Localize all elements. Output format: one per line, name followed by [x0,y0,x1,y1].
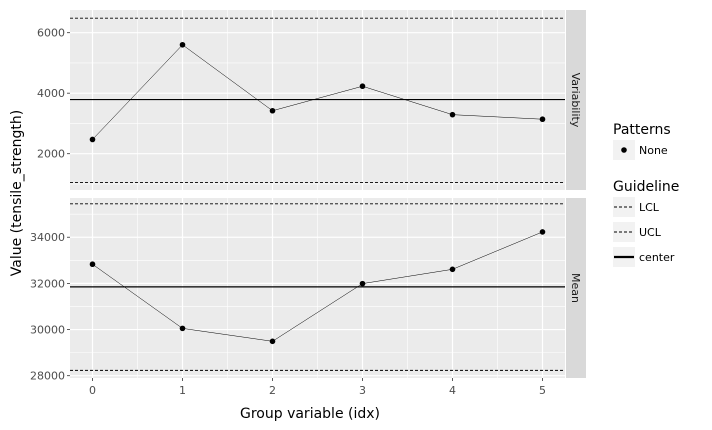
x-axis-title: Group variable (idx) [240,406,380,422]
x-tick-label: 1 [179,384,186,397]
legend-title-patterns: Patterns [613,122,671,138]
panel-variability: 2000 4000 6000 Variability [37,10,586,190]
y-tick-label: 32000 [30,277,65,290]
legend-guidelines: LCL UCL center [613,197,675,267]
x-tick-label: 3 [359,384,366,397]
legend-key-point [621,147,627,153]
data-point [449,111,456,118]
data-point [539,229,546,235]
y-tick-label: 28000 [30,370,65,383]
data-point [179,41,186,48]
data-point [449,266,456,273]
legend-label-guideline: center [639,251,675,264]
x-tick-label: 4 [449,384,456,397]
legend: Patterns None Guideline LCL UCL center [613,122,679,267]
y-tick-label: 6000 [37,27,65,40]
x-tick-label: 5 [539,384,546,397]
legend-patterns: None [613,140,668,160]
legend-label-guideline: UCL [639,226,662,239]
data-point [359,83,366,90]
y-axis-title: Value (tensile_strength) [9,110,25,276]
x-tick-label: 2 [269,384,276,397]
series-line [92,231,543,342]
series-line [92,44,543,140]
data-point [269,107,276,114]
y-tick-label: 4000 [37,87,65,100]
y-tick-label: 30000 [30,324,65,337]
legend-label-patterns: None [639,144,668,157]
legend-label-guideline: LCL [639,201,660,214]
data-point [89,261,96,268]
data-point [539,116,546,123]
y-tick-label: 34000 [30,231,65,244]
data-point [89,136,96,143]
facet-strip [566,198,586,378]
facet-strip-label: Variability [569,73,582,128]
facet-strip-label: Mean [569,273,582,303]
data-point [179,325,186,332]
data-point [359,280,366,287]
panels: 2000 4000 6000 Variability 28000 30000 32000 34… [30,10,586,383]
x-tick-label: 0 [89,384,96,397]
facet-strip [566,10,586,190]
x-axis: 0 1 2 3 4 5 [89,378,546,397]
legend-title-guideline: Guideline [613,179,679,195]
y-tick-label: 2000 [37,148,65,161]
data-point [269,338,276,345]
panel-mean: 28000 30000 32000 34000 Mean [30,198,586,383]
